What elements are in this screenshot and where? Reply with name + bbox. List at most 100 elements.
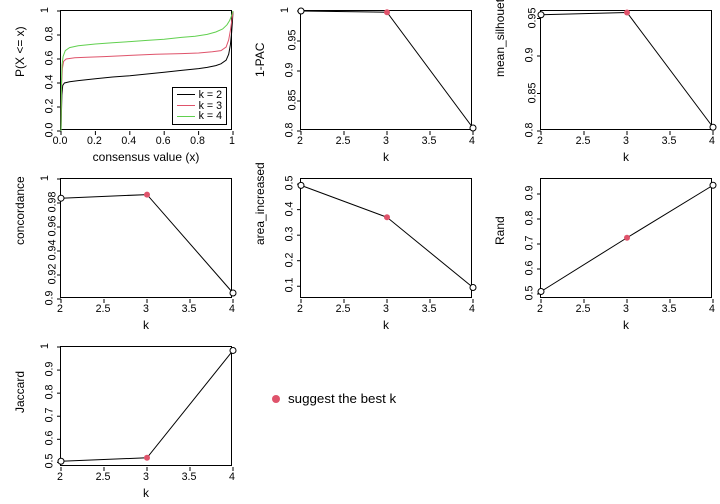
y-axis-title: Rand [493, 229, 507, 245]
best-k-marker-icon [270, 393, 282, 405]
marker [230, 347, 236, 353]
x-tick-label: 3.5 [417, 135, 441, 147]
x-tick-label: 0.6 [151, 135, 175, 147]
x-tick-label: 3.5 [417, 303, 441, 315]
plot-area [60, 346, 232, 466]
x-tick-label: 4 [220, 471, 244, 483]
y-tick-label: 0.5 [523, 286, 535, 301]
legend-swatch [177, 105, 195, 107]
x-axis-title: k [540, 318, 712, 332]
marker-best [624, 10, 630, 16]
series-line [301, 11, 473, 128]
x-tick-label: 3 [134, 303, 158, 315]
panel-mean_silhouette: mean_silhouettek22.533.540.80.850.90.95 [480, 0, 720, 168]
y-tick-label: 0.3 [283, 227, 295, 242]
x-tick-label: 2.5 [331, 303, 355, 315]
panel-ecdf: k = 2k = 3k = 4P(X <= x)consensus value … [0, 0, 240, 168]
x-tick-label: 2.5 [571, 135, 595, 147]
legend-item: k = 4 [177, 111, 222, 122]
series-line [61, 195, 233, 293]
plot-area [540, 10, 712, 130]
y-axis-title: mean_silhouette [493, 61, 507, 77]
y-tick-label: 0.1 [283, 278, 295, 293]
y-axis-title: 1-PAC [253, 61, 267, 77]
x-tick-label: 3 [374, 135, 398, 147]
y-tick-label: 1 [279, 7, 291, 13]
panel-jaccard: Jaccardk22.533.540.50.60.70.80.91 [0, 336, 240, 504]
y-tick-label: 0.94 [46, 240, 58, 261]
y-tick-label: 0.95 [526, 7, 538, 28]
y-tick-label: 0.4 [283, 201, 295, 216]
x-tick-label: 0.4 [117, 135, 141, 147]
marker [58, 458, 64, 464]
plot-area [540, 178, 712, 298]
y-tick-label: 0.2 [283, 252, 295, 267]
plot-area [60, 178, 232, 298]
series-svg [541, 179, 713, 299]
y-tick-label: 0.6 [43, 51, 55, 66]
legend-swatch [177, 94, 195, 96]
marker [538, 289, 544, 295]
y-tick-label: 0.8 [43, 27, 55, 42]
marker [58, 195, 64, 201]
x-tick-label: 2.5 [91, 303, 115, 315]
y-tick-label: 0.8 [523, 211, 535, 226]
x-axis-title: k [300, 318, 472, 332]
y-tick-label: 1 [39, 175, 51, 181]
y-tick-label: 1 [39, 343, 51, 349]
marker [298, 8, 304, 14]
y-tick-label: 0.6 [43, 431, 55, 446]
y-tick-label: 0.0 [43, 123, 55, 138]
y-tick-label: 0.5 [43, 454, 55, 469]
marker [710, 182, 716, 188]
y-axis-title: Jaccard [13, 397, 27, 413]
y-axis-title: P(X <= x) [13, 61, 27, 77]
y-tick-label: 0.4 [43, 75, 55, 90]
y-tick-label: 0.98 [46, 192, 58, 213]
y-tick-label: 0.96 [46, 216, 58, 237]
marker-best [384, 9, 390, 15]
legend-swatch [177, 116, 195, 118]
x-tick-label: 0.8 [186, 135, 210, 147]
y-tick-label: 1 [39, 7, 51, 13]
series-svg [61, 347, 233, 467]
marker [230, 290, 236, 296]
panel-one_minus_pac: 1-PACk22.533.540.80.850.90.951 [240, 0, 480, 168]
marker [710, 124, 716, 130]
legend-label: k = 4 [199, 111, 222, 122]
y-tick-label: 0.7 [43, 408, 55, 423]
plot-area [300, 178, 472, 298]
x-tick-label: 3 [614, 135, 638, 147]
marker [298, 182, 304, 188]
y-tick-label: 0.9 [523, 186, 535, 201]
y-axis-title: area_increased [253, 229, 267, 245]
y-tick-label: 0.6 [523, 261, 535, 276]
marker-best [144, 455, 150, 461]
series-line [301, 185, 473, 287]
panel-area_increased: area_increasedk22.533.540.10.20.30.40.5 [240, 168, 480, 336]
y-tick-label: 0.85 [526, 82, 538, 103]
plot-area [300, 10, 472, 130]
series-svg [541, 11, 713, 131]
series-svg [301, 11, 473, 131]
y-axis-title: concordance [13, 229, 27, 245]
marker-best [624, 235, 630, 241]
x-tick-label: 4 [700, 303, 720, 315]
y-tick-label: 0.7 [523, 236, 535, 251]
marker [470, 285, 476, 291]
x-tick-label: 4 [700, 135, 720, 147]
series-line [61, 350, 233, 461]
x-tick-label: 3 [374, 303, 398, 315]
x-tick-label: 2 [48, 471, 72, 483]
series-line [541, 13, 713, 128]
x-tick-label: 2 [288, 303, 312, 315]
y-tick-label: 0.5 [283, 176, 295, 191]
marker-best [144, 192, 150, 198]
y-tick-label: 0.8 [283, 123, 295, 138]
series-svg [61, 179, 233, 299]
plot-area: k = 2k = 3k = 4 [60, 10, 232, 130]
marker-best [384, 214, 390, 220]
y-tick-label: 0.92 [46, 264, 58, 285]
x-axis-title: k [540, 150, 712, 164]
y-tick-label: 0.2 [43, 99, 55, 114]
